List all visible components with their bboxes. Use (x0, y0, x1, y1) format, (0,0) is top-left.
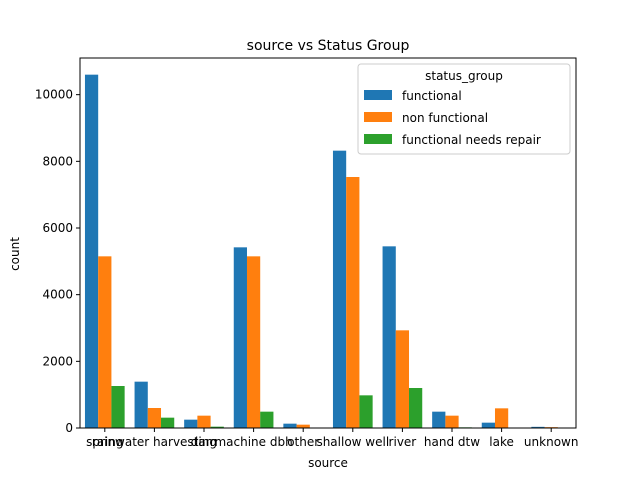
bar-lake-functional (481, 422, 495, 428)
bar-spring-non-functional (98, 256, 112, 428)
bar-spring-functional-needs-repair (111, 386, 125, 428)
legend-box (357, 63, 571, 155)
bar-other-non-functional (296, 424, 310, 428)
bar-unknown-functional (531, 426, 545, 428)
x-axis-label: source (308, 456, 348, 470)
bar-machine-dbh-non-functional (246, 256, 261, 428)
bar-shallow-well-functional-needs-repair (359, 395, 373, 428)
legend-label: functional needs repair (402, 133, 541, 147)
bar-shallow-well-functional (332, 150, 347, 428)
legend-items-group: functional non functional functional needs… (364, 89, 541, 147)
bar-hand-dtw-non-functional (445, 415, 459, 428)
bar-rainwater-harvesting-non-functional (147, 408, 162, 428)
x-tick-label: other (287, 435, 319, 449)
y-axis-label: count (8, 237, 22, 271)
bar-dam-functional-needs-repair (210, 426, 224, 428)
x-tick-label: spring (86, 435, 123, 449)
x-tick-label: machine dbh (214, 435, 292, 449)
x-tick-label: river (389, 435, 417, 449)
x-tick-label: shallow well (316, 435, 389, 449)
y-tick-label: 4000 (42, 288, 73, 302)
bar-river-functional (382, 246, 396, 428)
legend-swatch-functional (364, 90, 392, 100)
bar-dam-non-functional (197, 415, 211, 428)
legend-label: functional (402, 89, 462, 103)
chart-title: source vs Status Group (247, 38, 410, 54)
bar-river-functional-needs-repair (409, 388, 423, 428)
y-tick-label: 8000 (42, 154, 73, 168)
bar-dam-functional (184, 419, 198, 428)
bar-rainwater-harvesting-functional-needs-repair (161, 417, 175, 428)
bar-rainwater-harvesting-functional (134, 381, 148, 428)
x-tick-label: unknown (524, 435, 579, 449)
x-tick-label: rainwater harvesting (92, 435, 217, 449)
bar-machine-dbh-functional-needs-repair (260, 411, 274, 428)
y-tick-label: 2000 (42, 354, 73, 368)
y-tick-label: 10000 (35, 88, 73, 102)
bars-group (84, 74, 572, 429)
y-ticks-group: 0 2000 4000 6000 8000 10000 (35, 88, 80, 435)
x-tick-label: lake (489, 435, 514, 449)
legend-swatch-non-functional (364, 112, 392, 122)
x-tick-label: dam (191, 435, 218, 449)
x-tick-label: hand dtw (424, 435, 480, 449)
bar-spring-functional (84, 74, 99, 429)
y-tick-label: 0 (65, 421, 73, 435)
bar-hand-dtw-functional (432, 411, 446, 428)
legend-swatch-functional-needs-repair (364, 134, 392, 144)
bar-shallow-well-non-functional (346, 177, 360, 428)
bar-river-non-functional (395, 330, 410, 428)
bar-other-functional (283, 423, 297, 428)
legend-title: status_group (425, 69, 503, 83)
legend-label: non functional (402, 111, 488, 125)
plot-frame (79, 57, 577, 429)
bar-lake-non-functional (494, 408, 509, 428)
bar-machine-dbh-functional (233, 247, 247, 428)
y-tick-label: 6000 (42, 221, 73, 235)
